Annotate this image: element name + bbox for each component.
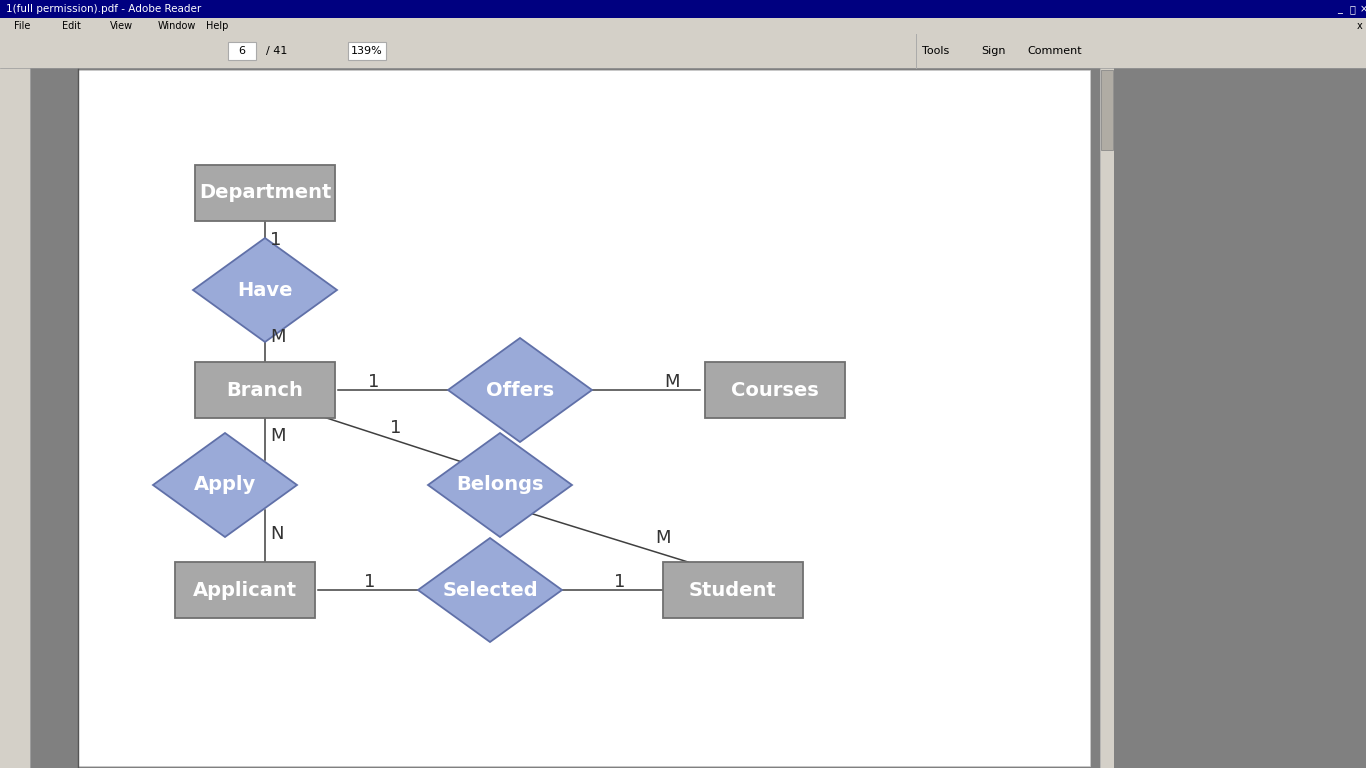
Bar [663,562,803,618]
Polygon shape [428,433,572,537]
Text: 1: 1 [391,419,402,437]
Bar [0,0,1366,18]
Text: Department: Department [199,184,331,203]
Text: File: File [14,21,30,31]
Bar [705,362,846,418]
Text: Applicant: Applicant [193,581,296,600]
Text: 1: 1 [367,373,380,391]
Bar [195,165,335,221]
Text: 6: 6 [239,46,246,56]
Text: Selected: Selected [443,581,538,600]
Text: Student: Student [688,581,777,600]
Text: Sign: Sign [981,46,1005,56]
Text: Help: Help [206,21,228,31]
Bar [228,42,255,60]
Text: 139%: 139% [351,46,382,56]
Bar [175,562,316,618]
Text: M: M [656,529,671,547]
Text: Branch: Branch [227,380,303,399]
Text: Have: Have [238,280,292,300]
Text: M: M [664,373,679,391]
Text: Courses: Courses [731,380,818,399]
Bar [1100,68,1115,768]
Text: 1: 1 [270,231,281,249]
Text: 1: 1 [363,573,376,591]
Polygon shape [448,338,591,442]
Text: Tools: Tools [922,46,949,56]
Text: x: x [1358,21,1363,31]
Polygon shape [153,433,296,537]
Text: Apply: Apply [194,475,257,495]
Bar [0,18,1366,34]
Text: N: N [270,525,284,543]
Text: 1(full permission).pdf - Adobe Reader: 1(full permission).pdf - Adobe Reader [5,4,201,14]
Polygon shape [193,238,337,342]
Text: Offers: Offers [486,380,555,399]
Bar [1101,70,1113,150]
Bar [0,68,30,768]
Text: _: _ [1337,4,1343,14]
Text: M: M [270,328,285,346]
Text: ×: × [1361,4,1366,14]
Bar [195,362,335,418]
Text: Edit: Edit [61,21,81,31]
Text: ⃞: ⃞ [1350,4,1355,14]
Polygon shape [418,538,561,642]
Bar [348,42,387,60]
Bar [78,70,1090,766]
Text: / 41: / 41 [266,46,287,56]
Text: Window: Window [158,21,197,31]
Text: 1: 1 [613,573,626,591]
Text: M: M [270,427,285,445]
Text: Belongs: Belongs [456,475,544,495]
Text: View: View [111,21,133,31]
Text: Comment: Comment [1027,46,1082,56]
Bar [0,34,1366,68]
